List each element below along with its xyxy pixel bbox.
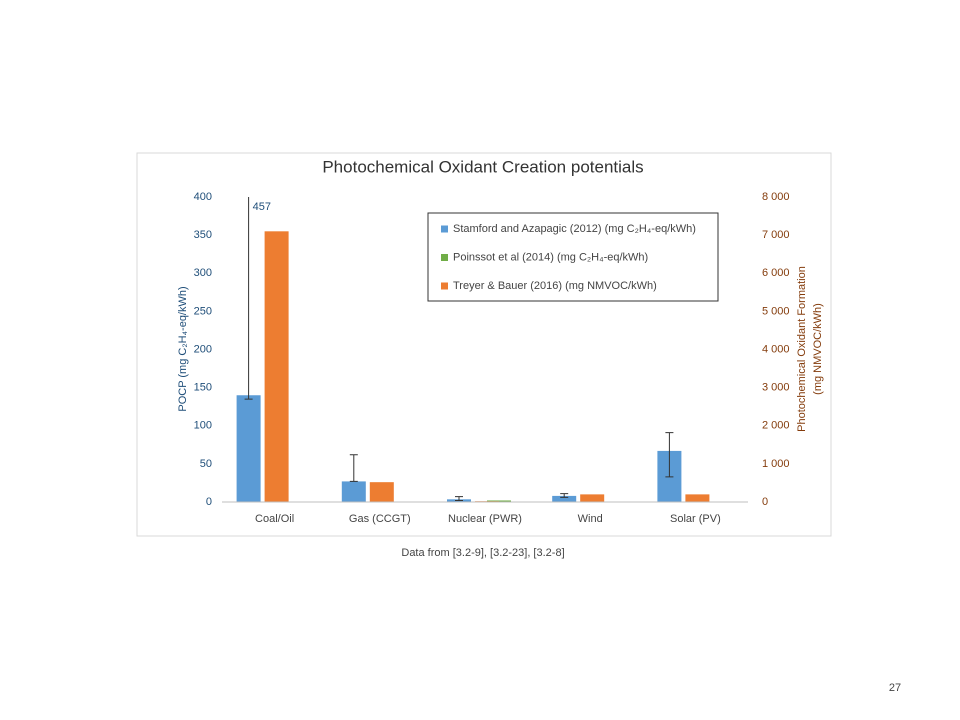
error-value-label: 457 [253, 201, 271, 213]
legend-swatch [441, 225, 448, 233]
bar [369, 482, 394, 502]
chart-title: Photochemical Oxidant Creation potential… [322, 157, 643, 176]
y-tick-label: 100 [194, 420, 212, 432]
error-bar [244, 197, 253, 400]
bar [580, 494, 605, 502]
x-tick-label: Wind [578, 513, 603, 525]
y2-axis-label: (mg NMVOC/kWh) [812, 303, 824, 395]
y-tick-label: 150 [194, 382, 212, 394]
y2-tick-label: 5 000 [762, 305, 790, 317]
y2-axis-label: Photochemical Oxidant Formation [796, 266, 808, 432]
legend-box [427, 212, 719, 302]
error-bar [349, 454, 358, 482]
error-bar [560, 493, 569, 498]
x-tick-label: Gas (CCGT) [349, 513, 411, 525]
bar [341, 481, 366, 502]
y-tick-label: 50 [200, 458, 212, 470]
y2-tick-label: 4 000 [762, 343, 790, 355]
page-number: 27 [889, 682, 901, 694]
legend-swatch [441, 282, 448, 290]
y2-tick-label: 7 000 [762, 229, 790, 241]
y-tick-label: 350 [194, 229, 212, 241]
y2-tick-label: 6 000 [762, 267, 790, 279]
y-tick-label: 250 [194, 305, 212, 317]
bar [236, 395, 261, 502]
x-tick-label: Solar (PV) [670, 513, 721, 525]
y-axis-label: POCP (mg C₂H₄-eq/kWh) [177, 286, 189, 411]
bar [552, 495, 577, 502]
y2-tick-label: 3 000 [762, 382, 790, 394]
plot-area [236, 197, 710, 502]
bar [264, 231, 289, 502]
error-bar [455, 496, 463, 501]
legend-label: Poinssot et al (2014) (mg C₂H₄-eq/kWh) [453, 251, 648, 263]
caption: Data from [3.2-9], [3.2-23], [3.2-8] [401, 547, 564, 559]
y2-tick-label: 2 000 [762, 420, 790, 432]
y-tick-label: 200 [194, 343, 212, 355]
y2-tick-label: 8 000 [762, 191, 790, 203]
y-tick-label: 300 [194, 267, 212, 279]
x-tick-label: Coal/Oil [255, 513, 294, 525]
legend-label: Treyer & Bauer (2016) (mg NMVOC/kWh) [453, 280, 657, 292]
legend-swatch [441, 254, 448, 261]
x-tick-label: Nuclear (PWR) [448, 513, 522, 525]
y-tick-label: 0 [206, 496, 212, 508]
bar [685, 494, 710, 502]
y-tick-label: 400 [194, 191, 212, 203]
legend-label: Stamford and Azapagic (2012) (mg C₂H₄-eq… [453, 223, 696, 235]
error-bar [665, 432, 674, 478]
y2-tick-label: 0 [762, 496, 768, 508]
y2-tick-label: 1 000 [762, 458, 790, 470]
